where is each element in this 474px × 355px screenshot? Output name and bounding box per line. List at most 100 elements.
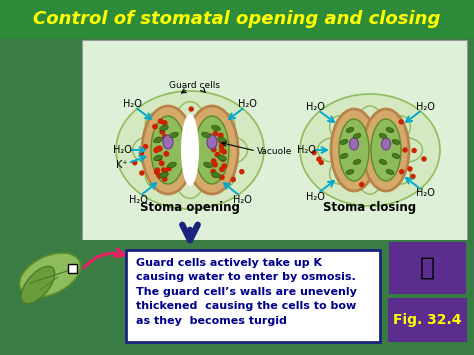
Ellipse shape — [146, 154, 179, 188]
Ellipse shape — [392, 153, 400, 159]
Circle shape — [157, 146, 162, 151]
Text: Fig. 32.4: Fig. 32.4 — [393, 313, 462, 327]
Text: Vacuole: Vacuole — [257, 147, 292, 157]
Circle shape — [211, 145, 215, 149]
Bar — [0, 240, 474, 355]
Ellipse shape — [329, 116, 360, 146]
Circle shape — [211, 147, 216, 152]
Ellipse shape — [201, 112, 235, 146]
Ellipse shape — [353, 133, 361, 138]
Ellipse shape — [329, 154, 360, 184]
Circle shape — [399, 120, 403, 124]
Circle shape — [208, 134, 212, 138]
Ellipse shape — [176, 160, 204, 198]
Circle shape — [189, 107, 193, 111]
Text: Stoma opening: Stoma opening — [140, 201, 240, 213]
Circle shape — [157, 174, 162, 178]
Text: H₂O: H₂O — [112, 145, 131, 155]
Ellipse shape — [151, 116, 185, 184]
Text: H₂O: H₂O — [306, 102, 324, 112]
Circle shape — [408, 167, 412, 171]
Ellipse shape — [300, 94, 440, 206]
Ellipse shape — [218, 137, 226, 143]
Circle shape — [400, 170, 404, 174]
Ellipse shape — [201, 154, 235, 188]
Text: H₂O: H₂O — [416, 102, 435, 112]
Circle shape — [167, 166, 171, 171]
Circle shape — [412, 148, 416, 153]
Ellipse shape — [340, 140, 348, 144]
Circle shape — [219, 175, 224, 180]
Bar — [270, 40, 455, 240]
Circle shape — [222, 164, 227, 168]
Circle shape — [157, 156, 162, 161]
Circle shape — [155, 147, 160, 151]
Circle shape — [240, 170, 244, 174]
Circle shape — [220, 167, 224, 171]
Circle shape — [222, 149, 226, 154]
Ellipse shape — [204, 162, 212, 168]
Circle shape — [317, 157, 321, 161]
Text: H₂O: H₂O — [123, 99, 141, 109]
Bar — [82, 40, 467, 240]
Circle shape — [155, 168, 159, 173]
Text: Guard cells: Guard cells — [170, 81, 220, 89]
Text: H₂O: H₂O — [128, 195, 147, 205]
Circle shape — [144, 144, 147, 148]
Ellipse shape — [19, 253, 81, 297]
Ellipse shape — [212, 172, 220, 178]
FancyBboxPatch shape — [389, 242, 466, 294]
Ellipse shape — [142, 106, 194, 194]
Circle shape — [219, 148, 224, 153]
Circle shape — [164, 152, 169, 156]
Ellipse shape — [154, 155, 162, 161]
Ellipse shape — [218, 155, 226, 161]
Ellipse shape — [133, 136, 171, 164]
Circle shape — [133, 161, 137, 165]
Ellipse shape — [392, 140, 400, 144]
Ellipse shape — [386, 169, 394, 175]
Text: K⁺: K⁺ — [116, 160, 128, 170]
Circle shape — [154, 148, 158, 153]
Ellipse shape — [353, 159, 361, 164]
Circle shape — [157, 147, 162, 151]
Ellipse shape — [201, 132, 210, 138]
Circle shape — [213, 131, 218, 136]
Ellipse shape — [349, 138, 358, 150]
Ellipse shape — [346, 169, 354, 175]
FancyBboxPatch shape — [126, 250, 380, 342]
Circle shape — [163, 135, 167, 139]
Circle shape — [219, 139, 223, 143]
Ellipse shape — [163, 135, 173, 149]
Circle shape — [153, 124, 157, 129]
Ellipse shape — [181, 114, 199, 186]
Ellipse shape — [116, 91, 264, 209]
Text: Stoma closing: Stoma closing — [323, 201, 417, 213]
Circle shape — [163, 171, 167, 175]
Ellipse shape — [170, 132, 178, 138]
Ellipse shape — [210, 136, 247, 164]
Text: H₂O: H₂O — [297, 145, 315, 155]
Text: H₂O: H₂O — [306, 192, 324, 202]
Circle shape — [422, 157, 426, 161]
Ellipse shape — [21, 266, 55, 304]
Circle shape — [160, 130, 164, 134]
Circle shape — [212, 173, 217, 177]
Circle shape — [403, 148, 407, 152]
Text: Control of stomatal opening and closing: Control of stomatal opening and closing — [33, 10, 441, 28]
Circle shape — [411, 174, 415, 179]
Circle shape — [219, 133, 223, 137]
Circle shape — [156, 137, 161, 142]
Bar — [0, 0, 474, 38]
Circle shape — [165, 142, 169, 146]
Ellipse shape — [168, 162, 176, 168]
Ellipse shape — [339, 119, 369, 181]
Ellipse shape — [195, 116, 229, 184]
Circle shape — [360, 182, 364, 186]
Text: 🐺: 🐺 — [420, 256, 435, 280]
Ellipse shape — [331, 109, 377, 191]
Circle shape — [211, 159, 216, 163]
Ellipse shape — [357, 106, 383, 141]
Circle shape — [312, 151, 316, 155]
Circle shape — [163, 121, 167, 125]
